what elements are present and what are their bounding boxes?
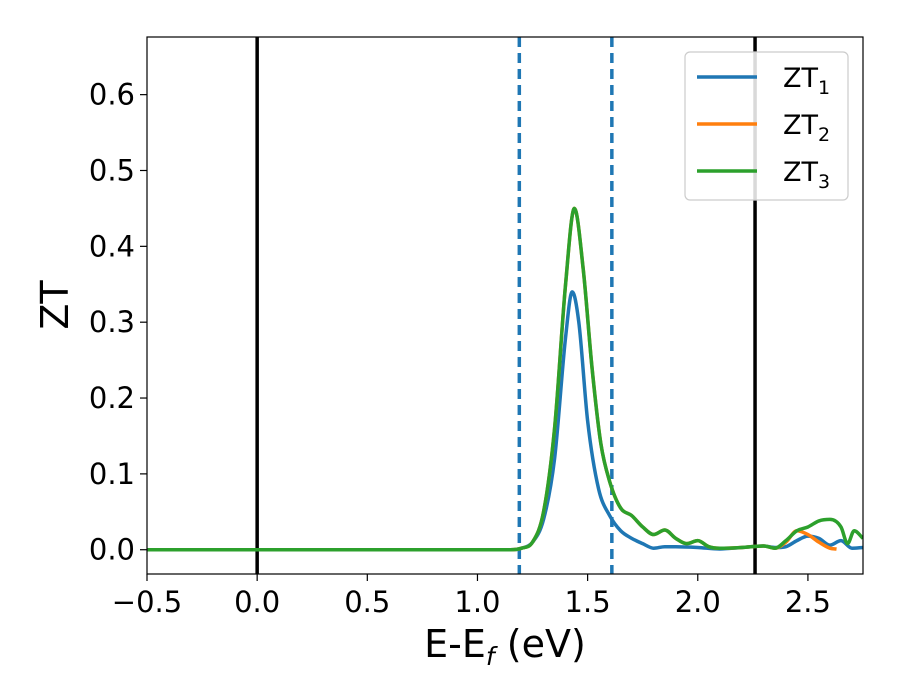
legend: ZT1 ZT2 ZT3 <box>684 51 849 201</box>
y-axis-label: ZT <box>33 280 77 330</box>
plot-frame <box>146 36 864 575</box>
y-tick-label: 0.6 <box>89 78 135 112</box>
x-tick-label: −0.5 <box>112 585 182 619</box>
x-axis-label: E-Ef (eV) <box>424 622 586 671</box>
legend-label-zt1: ZT1 <box>783 63 830 99</box>
y-tick-label: 0.2 <box>89 381 135 415</box>
x-axis-label-suffix: (eV) <box>495 622 586 666</box>
y-tick-label: 0.4 <box>89 229 135 263</box>
axis-ticks: −0.5 0.0 0.5 1.0 1.5 2.0 2.5 0.0 0.1 0.2 0.3 0.4 0.5… <box>89 78 831 619</box>
legend-label-zt2: ZT2 <box>783 110 830 146</box>
y-tick-label: 0.1 <box>89 457 135 491</box>
x-tick-label: 1.5 <box>565 585 611 619</box>
legend-label-zt3: ZT3 <box>783 157 830 193</box>
y-tick-label: 0.0 <box>89 533 135 567</box>
y-tick-label: 0.3 <box>89 305 135 339</box>
x-tick-label: 2.0 <box>675 585 721 619</box>
series-lines <box>147 206 863 552</box>
legend-box <box>684 51 849 201</box>
x-tick-label: 0.5 <box>344 585 390 619</box>
series-line-zt3 <box>147 206 863 552</box>
x-tick-label: 2.5 <box>785 585 831 619</box>
x-tick-label: 1.0 <box>454 585 500 619</box>
x-axis-label-main: E-E <box>424 622 486 666</box>
y-tick-label: 0.5 <box>89 153 135 187</box>
x-tick-label: 0.0 <box>234 585 280 619</box>
